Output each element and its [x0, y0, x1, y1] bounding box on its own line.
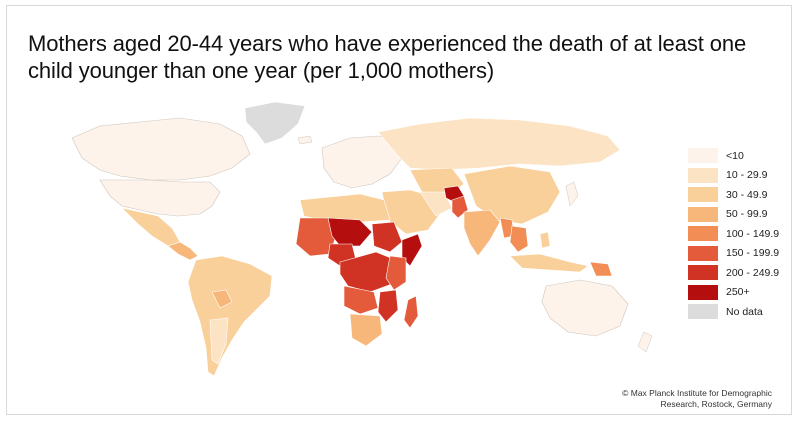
region-mozambique	[377, 289, 399, 323]
region-russia	[377, 117, 621, 171]
region-southern-africa	[349, 313, 383, 347]
legend-swatch	[688, 284, 718, 300]
copyright-credit: © Max Planck Institute for Demographic R…	[622, 388, 772, 410]
legend-label: <10	[726, 149, 744, 162]
region-central-africa	[339, 251, 397, 293]
legend-item: 250+	[688, 283, 779, 303]
region-southern-cone	[209, 317, 229, 365]
legend-item: 200 - 249.9	[688, 263, 779, 283]
legend-item: 10 - 29.9	[688, 166, 779, 186]
world-map	[71, 101, 653, 377]
region-central-america	[167, 241, 199, 261]
region-south-america	[187, 255, 273, 377]
region-india	[463, 209, 501, 257]
credit-line-2: Research, Rostock, Germany	[660, 399, 772, 409]
region-japan	[565, 181, 579, 207]
legend-label: 150 - 199.9	[726, 247, 780, 260]
region-europe	[321, 135, 403, 189]
region-sahel	[327, 217, 373, 247]
legend-label: 10 - 29.9	[726, 169, 768, 182]
legend-label: No data	[726, 305, 763, 318]
region-somalia	[401, 233, 423, 267]
legend-item: 150 - 199.9	[688, 244, 779, 264]
region-iceland	[297, 135, 313, 145]
region-sudan	[371, 221, 403, 253]
legend-swatch	[688, 304, 718, 320]
region-indonesia	[509, 253, 589, 273]
legend-label: 100 - 149.9	[726, 227, 780, 240]
map-title: Mothers aged 20-44 years who have experi…	[28, 31, 747, 83]
legend-swatch	[688, 265, 718, 281]
region-philippines	[539, 231, 551, 249]
legend-label: 30 - 49.9	[726, 188, 768, 201]
legend-swatch	[688, 148, 718, 164]
region-angola	[343, 285, 379, 315]
legend-item: 50 - 99.9	[688, 205, 779, 225]
region-se-asia	[509, 225, 529, 253]
region-east-africa	[385, 255, 407, 291]
legend-item: No data	[688, 302, 779, 322]
region-usa	[99, 179, 221, 217]
legend-label: 200 - 249.9	[726, 266, 780, 279]
region-canada	[71, 117, 251, 181]
legend-swatch	[688, 167, 718, 183]
region-png	[589, 261, 613, 277]
legend-item: <10	[688, 146, 779, 166]
legend-item: 100 - 149.9	[688, 224, 779, 244]
map-legend: <10 10 - 29.9 30 - 49.9 50 - 99.9 100 - …	[688, 146, 779, 322]
legend-swatch	[688, 206, 718, 222]
legend-label: 250+	[726, 286, 750, 299]
region-new-zealand	[637, 331, 653, 353]
legend-swatch	[688, 226, 718, 242]
region-madagascar	[403, 295, 419, 329]
legend-label: 50 - 99.9	[726, 208, 768, 221]
region-bolivia	[211, 289, 233, 309]
region-north-africa	[299, 193, 391, 223]
credit-line-1: © Max Planck Institute for Demographic	[622, 388, 772, 398]
legend-swatch	[688, 245, 718, 261]
legend-swatch	[688, 187, 718, 203]
legend-item: 30 - 49.9	[688, 185, 779, 205]
region-australia	[541, 279, 629, 337]
region-greenland	[244, 101, 306, 145]
